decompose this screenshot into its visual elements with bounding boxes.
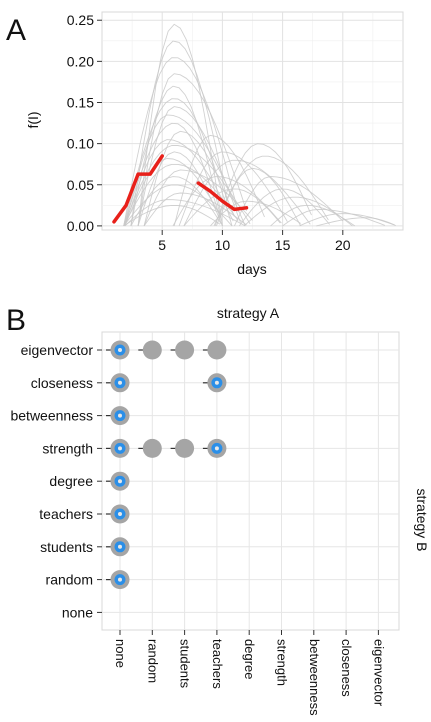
point-outer [142, 438, 162, 458]
point-center [118, 446, 122, 451]
x-tick-label: closeness [339, 639, 354, 697]
y-tick-label: betweenness [10, 408, 93, 424]
y-tick-label: strength [42, 440, 93, 456]
panel-label-a: A [6, 14, 26, 47]
x-tick-label: students [178, 639, 193, 689]
background-series-line [214, 143, 312, 227]
background-series-line [137, 151, 223, 227]
chart-b: strategy A eigenvector closeness betweenne… [10, 305, 430, 716]
point-center [214, 446, 219, 451]
background-series-line [183, 188, 281, 227]
chart-b-points [106, 340, 227, 590]
x-tick-label: degree [242, 639, 257, 679]
x-tick-label: eigenvector [371, 639, 386, 707]
highlight-series-line [196, 181, 249, 212]
y-tick-label: degree [49, 473, 93, 489]
background-series-line [123, 57, 239, 226]
background-series-line [316, 217, 395, 227]
x-tick-label: 10 [215, 237, 231, 253]
background-series-line [282, 208, 386, 227]
point-center [118, 380, 122, 385]
y-tick-label: students [40, 539, 93, 555]
point-outer [142, 340, 162, 360]
background-series-line [124, 114, 246, 227]
background-series-line [123, 163, 239, 227]
background-series-line [233, 176, 344, 227]
x-tick-label: teachers [210, 639, 225, 689]
chart-b-title: strategy A [217, 305, 280, 321]
x-tick-label: random [145, 639, 160, 683]
y-tick-label: 0.00 [67, 218, 94, 234]
chart-a-y-ticks: 0.00 0.05 0.10 0.15 0.20 0.25 [67, 12, 102, 234]
background-series-line [215, 167, 302, 227]
highlight-series-line [112, 154, 164, 224]
background-series-line [178, 151, 288, 227]
chart-b-y-ticks: eigenvector closeness betweenness strength d… [10, 342, 102, 620]
background-series-line [137, 23, 223, 226]
chart-a-highlight-lines [112, 154, 249, 224]
background-series-line [270, 204, 356, 227]
background-series-line [130, 176, 222, 227]
y-tick-label: teachers [39, 506, 93, 522]
background-series-line [137, 106, 241, 226]
x-tick-label: 15 [275, 237, 291, 253]
chart-a-x-label: days [237, 261, 267, 277]
y-tick-label: 0.20 [67, 53, 94, 69]
y-tick-label: 0.05 [67, 177, 94, 193]
y-tick-label: random [46, 572, 93, 588]
x-tick-label: 20 [335, 237, 351, 253]
x-tick-label: 5 [158, 237, 166, 253]
background-series-line [243, 196, 353, 227]
chart-b-grid [102, 332, 399, 630]
chart-a: 0.00 0.05 0.10 0.15 0.20 0.25 5 10 15 20 days f(… [25, 11, 404, 277]
background-series-line [172, 176, 282, 227]
x-tick-label: betweenness [307, 639, 322, 716]
background-series-line [123, 184, 233, 227]
y-tick-label: closeness [31, 375, 93, 391]
background-series-line [173, 134, 265, 227]
background-series-line [124, 199, 246, 227]
background-series-line [123, 204, 221, 227]
background-series-line [123, 145, 251, 227]
point-center [118, 348, 122, 352]
y-tick-label: 0.10 [67, 136, 94, 152]
point-center [118, 512, 122, 516]
y-tick-label: none [62, 604, 93, 620]
background-series-line [143, 192, 247, 227]
chart-b-x-ticks: none random students teachers degree strength… [113, 630, 386, 716]
point-center [214, 380, 219, 385]
background-series-line [238, 188, 330, 227]
chart-a-background-lines [123, 23, 396, 227]
point-outer [207, 340, 227, 360]
point-center [118, 479, 122, 484]
panel-label-b: B [6, 304, 26, 337]
y-tick-label: 0.15 [67, 94, 94, 110]
y-tick-label: 0.25 [67, 12, 94, 28]
background-series-line [143, 169, 253, 227]
y-tick-label: eigenvector [21, 342, 94, 358]
point-center [118, 544, 122, 549]
background-series-line [143, 130, 235, 227]
chart-a-y-label: f(I) [25, 111, 41, 128]
x-tick-label: none [113, 639, 128, 668]
background-series-line [130, 85, 222, 226]
chart-a-x-ticks: 5 10 15 20 [158, 230, 351, 253]
chart-b-right-label: strategy B [414, 488, 430, 551]
point-outer [175, 438, 195, 458]
x-tick-label: strength [275, 639, 290, 686]
point-center [118, 413, 122, 418]
background-series-line [130, 40, 228, 226]
point-outer [175, 340, 195, 360]
point-center [118, 577, 122, 582]
background-series-line [123, 98, 233, 227]
